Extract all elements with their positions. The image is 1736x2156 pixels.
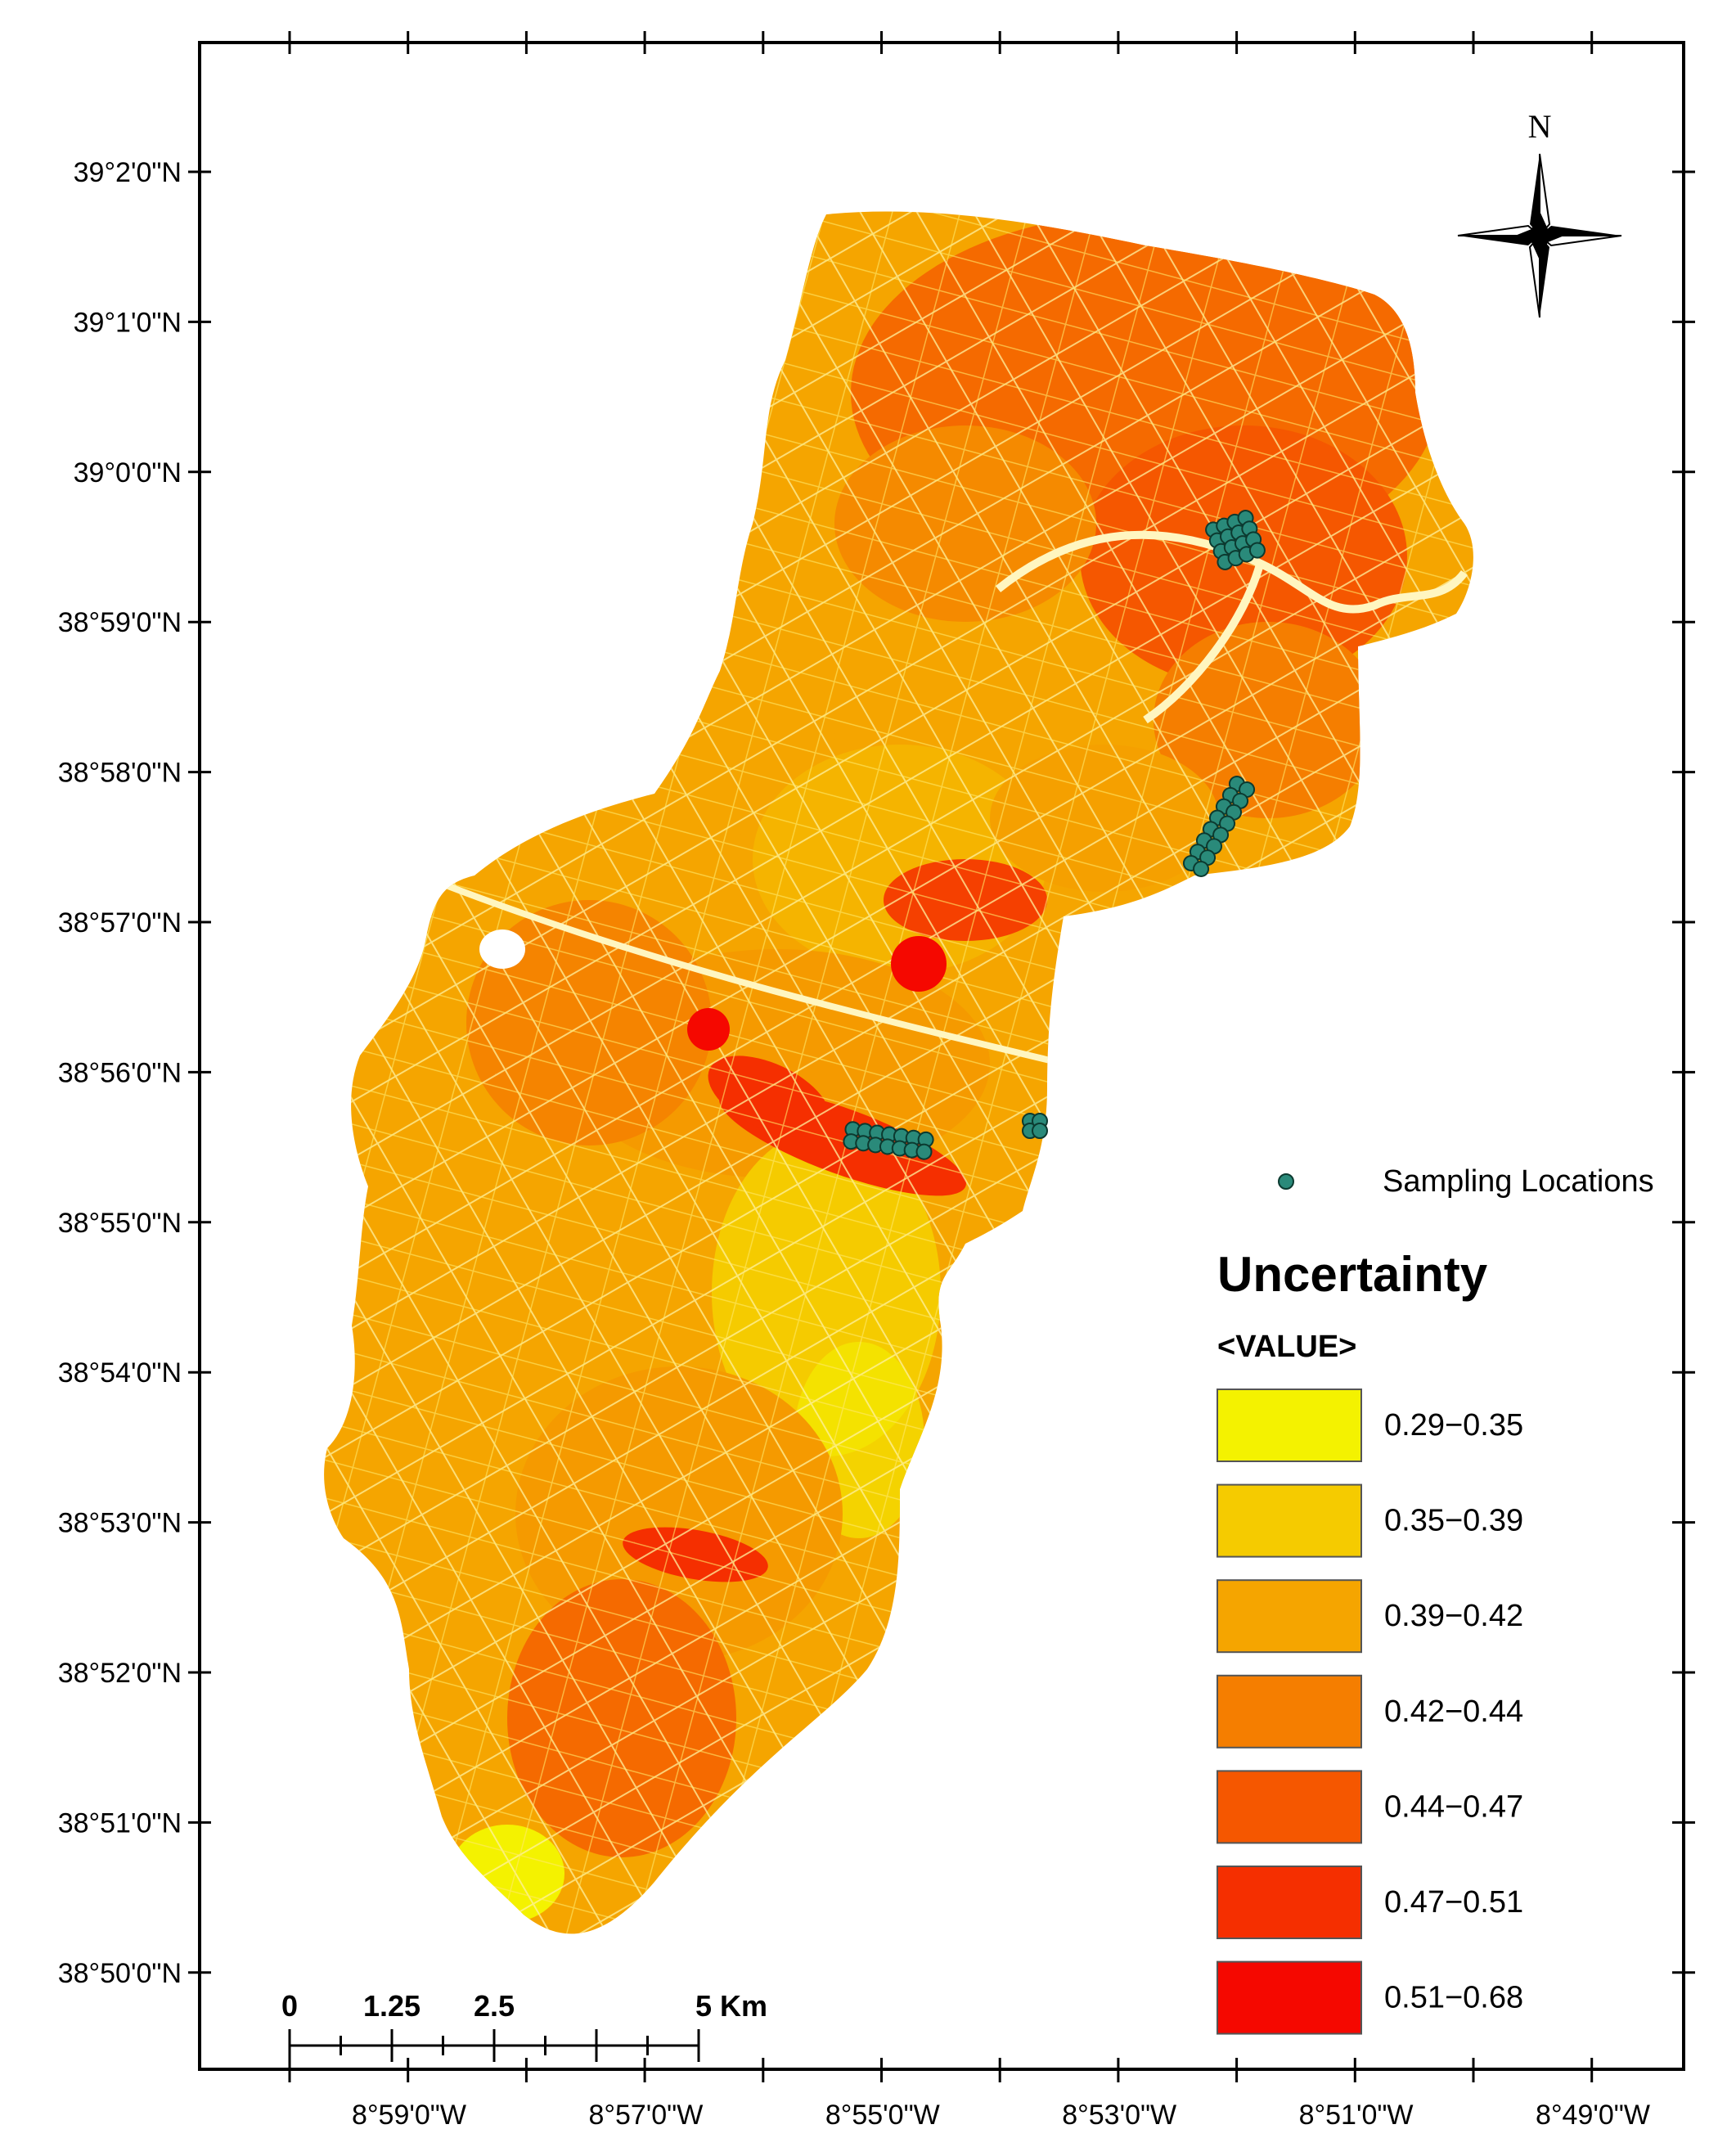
lat-label: 38°52'0"N	[58, 1658, 182, 1689]
sampling-point	[915, 1143, 933, 1160]
legend-swatch	[1217, 1579, 1362, 1654]
sampling-points	[843, 510, 1266, 1160]
lat-label: 38°58'0"N	[58, 758, 182, 789]
lat-label: 39°1'0"N	[74, 307, 182, 338]
lon-label: 8°51'0"W	[1299, 2100, 1414, 2131]
sampling-legend-label: Sampling Locations	[1383, 1164, 1654, 1199]
sampling-legend: Sampling Locations	[1278, 1164, 1654, 1199]
lat-label: 38°53'0"N	[58, 1508, 182, 1539]
legend-swatch	[1217, 1483, 1362, 1558]
legend-swatch	[1217, 1960, 1362, 2035]
north-label: N	[1528, 108, 1552, 145]
scale-label-0: 0	[281, 1989, 298, 2023]
legend-swatch	[1217, 1389, 1362, 1462]
lon-label: 8°55'0"W	[825, 2100, 940, 2131]
sampling-legend-marker	[1278, 1173, 1294, 1190]
legend-swatch	[1217, 1770, 1362, 1844]
legend-class-label: 0.39−0.42	[1384, 1599, 1523, 1633]
north-arrow: N	[1457, 108, 1622, 318]
legend-class-label: 0.44−0.47	[1384, 1789, 1523, 1824]
legend-class-label: 0.42−0.44	[1384, 1695, 1523, 1729]
scale-label-1: 1.25	[363, 1989, 421, 2023]
latitude-axis: 39°2'0"N 39°1'0"N 39°0'0"N 38°59'0"N 38°58'0…	[58, 157, 1695, 1989]
lat-label: 38°55'0"N	[58, 1208, 182, 1239]
lat-label: 38°57'0"N	[58, 907, 182, 938]
legend-class-label: 0.47−0.51	[1384, 1885, 1523, 1920]
legend-class-label: 0.29−0.35	[1384, 1408, 1523, 1443]
legend-title: Uncertainty	[1217, 1247, 1488, 1302]
lat-label: 39°0'0"N	[74, 457, 182, 488]
legend-class-label: 0.35−0.39	[1384, 1504, 1523, 1538]
sampling-point	[1032, 1123, 1048, 1139]
scale-label-3: 5 Km	[695, 1989, 767, 2023]
legend-subtitle: <VALUE>	[1217, 1330, 1356, 1364]
lon-label: 8°53'0"W	[1062, 2100, 1176, 2131]
uncertainty-legend: Uncertainty <VALUE> 0.29−0.35 0.35−0.39 0.…	[1217, 1247, 1523, 2035]
lat-label: 38°50'0"N	[58, 1958, 182, 1989]
legend-swatch	[1217, 1866, 1362, 1939]
sampling-point	[1193, 860, 1210, 877]
lon-label: 8°57'0"W	[588, 2100, 703, 2131]
sampling-point	[1248, 542, 1266, 559]
lat-label: 38°56'0"N	[58, 1057, 182, 1088]
lat-label: 38°59'0"N	[58, 607, 182, 638]
scale-bar: 0 1.25 2.5 5 Km	[281, 1989, 767, 2062]
lat-label: 38°54'0"N	[58, 1357, 182, 1389]
legend-swatch	[1217, 1674, 1362, 1749]
legend-class-label: 0.51−0.68	[1384, 1981, 1523, 2015]
lat-label: 38°51'0"N	[58, 1807, 182, 1839]
lon-label: 8°59'0"W	[352, 2100, 466, 2131]
lat-label: 39°2'0"N	[74, 157, 182, 188]
longitude-axis: 8°59'0"W 8°57'0"W 8°55'0"W 8°53'0"W 8°51'0"W…	[288, 31, 1650, 2131]
scale-label-2: 2.5	[474, 1989, 515, 2023]
lon-label: 8°49'0"W	[1536, 2100, 1650, 2131]
